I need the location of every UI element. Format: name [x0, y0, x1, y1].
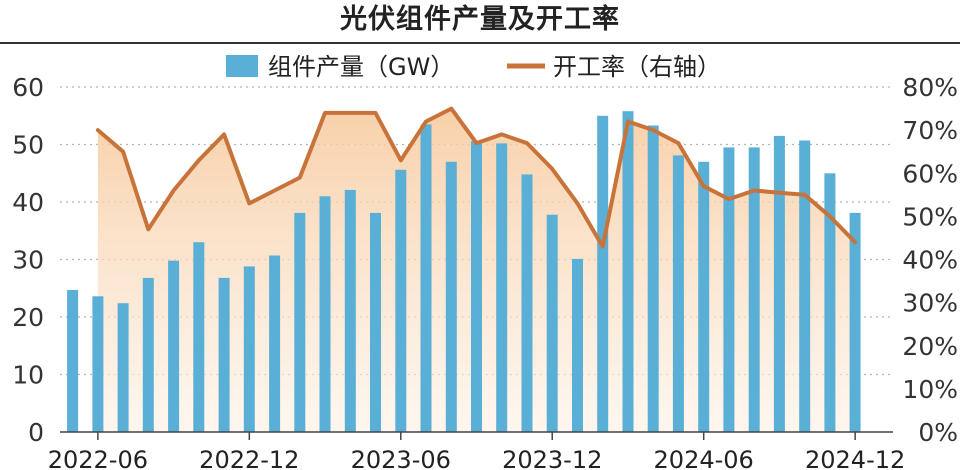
- chart-title: 光伏组件产量及开工率: [340, 4, 620, 35]
- bar-module-output: [243, 266, 255, 432]
- bar-module-output: [92, 296, 104, 432]
- bar-module-output: [218, 277, 230, 432]
- legend-label-bar: 组件产量（GW）: [268, 53, 454, 81]
- bar-module-output: [799, 140, 811, 432]
- legend-swatch-bar: [226, 55, 258, 77]
- y-right-tick-label: 10%: [902, 375, 958, 404]
- y-right-tick-label: 60%: [902, 159, 958, 188]
- y-right-tick-label: 50%: [902, 202, 958, 231]
- x-tick-label: 2023-06: [351, 446, 451, 470]
- x-tick-label: 2022-12: [199, 446, 299, 470]
- bar-module-output: [193, 242, 205, 432]
- bar-module-output: [269, 255, 281, 432]
- y-right-tick-label: 0%: [918, 418, 958, 447]
- bar-module-output: [496, 143, 508, 432]
- y-right-tick-label: 20%: [902, 332, 958, 361]
- bar-module-output: [672, 155, 684, 432]
- x-tick-label: 2024-06: [654, 446, 754, 470]
- bar-module-output: [142, 277, 154, 432]
- y-left-tick-label: 50: [12, 131, 44, 160]
- bar-module-output: [647, 125, 659, 432]
- x-tick-label: 2024-12: [805, 446, 905, 470]
- bar-module-output: [294, 212, 306, 432]
- bar-module-output: [622, 111, 634, 432]
- bar-module-output: [748, 147, 760, 432]
- y-left-tick-label: 30: [12, 246, 44, 275]
- bar-module-output: [723, 147, 735, 432]
- bar-module-output: [471, 141, 482, 432]
- legend-label-line: 开工率（右轴）: [553, 53, 721, 81]
- bar-module-output: [168, 260, 180, 432]
- bar-module-output: [546, 214, 558, 432]
- y-right-tick-label: 70%: [902, 116, 958, 145]
- bar-module-output: [521, 174, 533, 432]
- bar-module-output: [319, 196, 331, 433]
- x-tick-label: 2022-06: [48, 446, 148, 470]
- x-tick-label: 2023-12: [502, 446, 602, 470]
- bar-module-output: [445, 161, 457, 433]
- bar-module-output: [395, 169, 407, 433]
- bar-module-output: [67, 290, 79, 432]
- y-left-tick-label: 20: [12, 303, 44, 332]
- y-right-tick-label: 40%: [902, 246, 958, 275]
- bar-module-output: [572, 258, 583, 432]
- bar-module-output: [344, 189, 356, 432]
- series-line-rate: [95, 106, 858, 249]
- bar-module-output: [420, 124, 432, 433]
- bar-module-output: [824, 173, 836, 433]
- bar-module-output: [773, 135, 785, 432]
- bar-module-output: [849, 212, 861, 432]
- y-right-tick-label: 80%: [902, 73, 958, 102]
- y-right-tick-label: 30%: [902, 289, 958, 318]
- y-left-tick-label: 0: [28, 418, 44, 447]
- legend: 组件产量（GW） 开工率（右轴）: [226, 53, 721, 81]
- y-left-tick-label: 10: [12, 361, 44, 390]
- y-left-tick-label: 40: [12, 188, 44, 217]
- bar-module-output: [117, 303, 129, 432]
- bar-module-output: [698, 161, 710, 433]
- y-left-tick-label: 60: [12, 73, 44, 102]
- title-divider: [0, 42, 960, 44]
- bar-module-output: [370, 212, 381, 432]
- bar-module-output: [597, 115, 609, 433]
